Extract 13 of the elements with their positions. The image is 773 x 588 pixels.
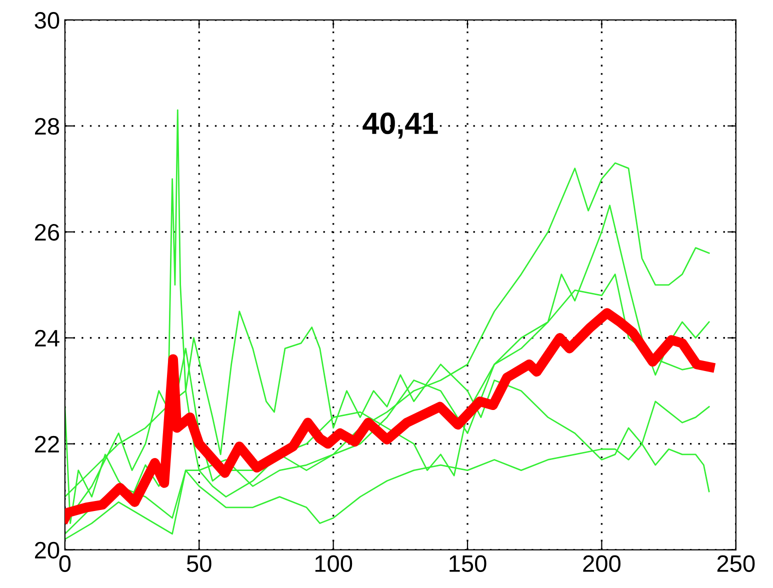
x-tick-label: 150 <box>450 555 486 572</box>
annotation: 40,41 <box>362 112 438 139</box>
y-tick-label: 22 <box>35 436 59 452</box>
y-tick-label: 30 <box>34 12 60 29</box>
x-tick-label: 0 <box>59 555 71 572</box>
x-tick-label: 200 <box>583 555 620 572</box>
y-tick-label: 28 <box>35 118 60 135</box>
x-tick-label: 100 <box>315 555 352 572</box>
y-tick-label: 26 <box>35 224 60 241</box>
y-tick-label: 24 <box>35 330 60 346</box>
y-tick-label: 20 <box>35 542 60 559</box>
x-tick-label: 250 <box>717 555 755 572</box>
x-tick-label: 50 <box>186 555 212 572</box>
